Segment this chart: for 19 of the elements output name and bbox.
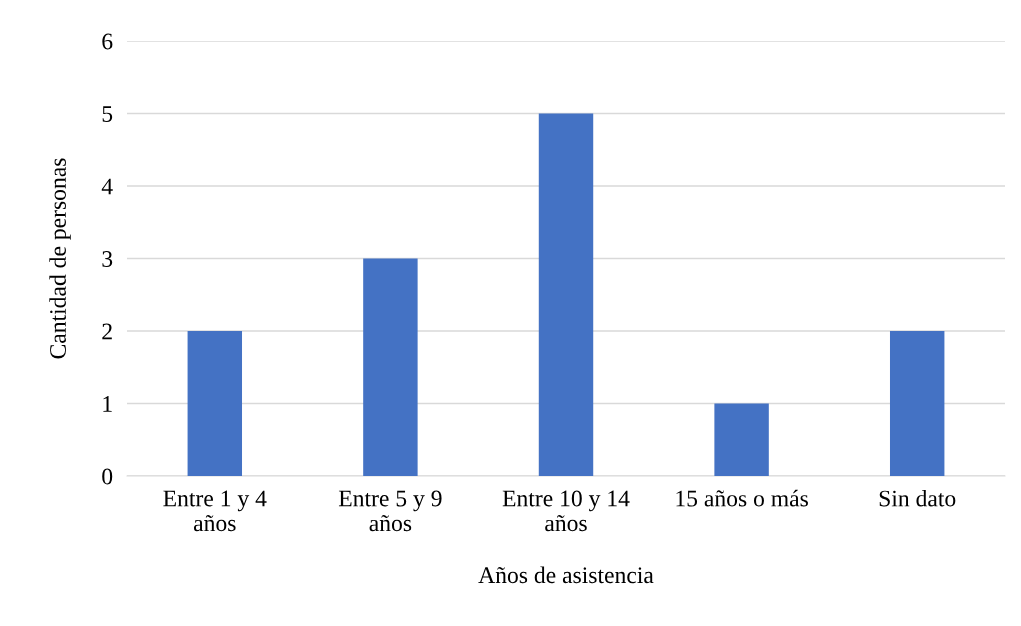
x-tick-label: 15 años o más [676,489,808,507]
x-tick-label: Entre 1 y 4 años [163,490,267,532]
y-tick-label: 3 [102,251,113,267]
y-tick-label: 5 [102,106,113,122]
bar [538,113,594,476]
y-tick-label: 1 [103,396,112,412]
y-axis-title: Cantidad de personas [49,158,71,359]
x-axis-title: Años de asistencia [478,566,654,584]
bar [889,331,945,476]
bar [363,258,418,476]
bar [187,331,243,476]
y-tick-label: 4 [101,178,113,195]
y-tick-label: 6 [102,33,113,50]
bar [714,403,769,476]
x-tick-label: Entre 10 y 14 años [502,490,630,532]
y-tick-label: 2 [102,323,112,340]
x-tick-label: Sin dato [879,489,956,507]
y-tick-label: 0 [102,468,113,485]
x-tick-label: Entre 5 y 9 años [338,490,442,532]
